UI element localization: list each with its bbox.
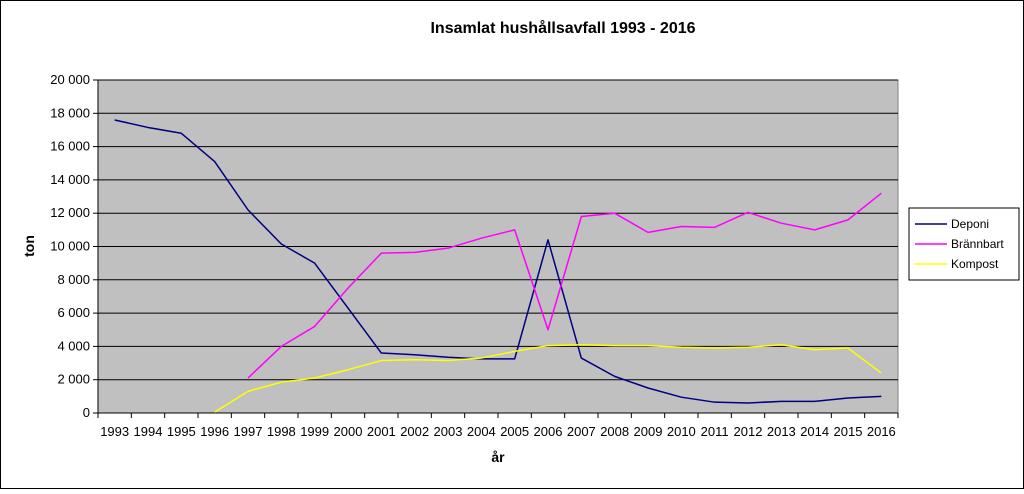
series-line-kompost (214, 343, 882, 413)
x-tick-label: 2005 (500, 424, 529, 439)
x-axis-title: år (491, 449, 505, 465)
x-tick-label: 2000 (334, 424, 363, 439)
legend-label-kompost: Kompost (951, 257, 999, 271)
y-tick-label: 2 000 (57, 372, 90, 387)
y-tick-label: 12 000 (50, 205, 90, 220)
y-tick-label: 16 000 (50, 139, 90, 154)
x-tick-label: 2009 (634, 424, 663, 439)
chart-title: Insamlat hushållsavfall 1993 - 2016 (430, 19, 695, 37)
x-tick-label: 2011 (701, 424, 729, 439)
series-line-br-nnbart (247, 192, 882, 379)
legend: Deponi Brännbart Kompost (908, 207, 1020, 281)
y-tick-label: 18 000 (50, 105, 90, 120)
x-tick-label: 2010 (667, 424, 696, 439)
x-tick-label: 2007 (567, 424, 596, 439)
x-tick-label: 2003 (434, 424, 463, 439)
y-tick-label: 0 (83, 405, 90, 420)
legend-label-br-nnbart: Brännbart (951, 237, 1004, 251)
x-tick-label: 2002 (400, 424, 429, 439)
y-tick-label: 6 000 (57, 305, 90, 320)
y-tick-label: 14 000 (50, 172, 90, 187)
x-tick-label: 2004 (467, 424, 496, 439)
x-tick-label: 1998 (267, 424, 296, 439)
x-tick-label: 1999 (300, 424, 329, 439)
x-tick-label: 1997 (234, 424, 263, 439)
x-tick-label: 2015 (834, 424, 863, 439)
y-tick-label: 8 000 (57, 272, 90, 287)
x-tick-label: 2008 (600, 424, 629, 439)
series-lines (114, 119, 882, 413)
x-tick-label: 2001 (367, 424, 396, 439)
axes: 0 2 000 4 000 6 000 8 000 10 000 12 000 14 000 1… (50, 72, 899, 439)
x-tick-label: 2014 (800, 424, 829, 439)
y-tick-label: 4 000 (57, 338, 90, 353)
y-tick-label: 10 000 (50, 239, 90, 254)
x-tick-label: 2013 (767, 424, 796, 439)
legend-label-deponi: Deponi (951, 217, 989, 231)
x-tick-label: 1996 (200, 424, 229, 439)
x-tick-label: 2012 (734, 424, 763, 439)
x-tick-label: 1994 (134, 424, 163, 439)
series-line-deponi (114, 119, 882, 404)
y-tick-label: 20 000 (50, 72, 90, 87)
x-tick-label: 2006 (534, 424, 563, 439)
y-axis-title: ton (21, 235, 37, 257)
gridlines (98, 79, 898, 381)
x-tick-label: 1993 (100, 424, 129, 439)
x-tick-label: 2016 (867, 424, 896, 439)
x-tick-label: 1995 (167, 424, 196, 439)
